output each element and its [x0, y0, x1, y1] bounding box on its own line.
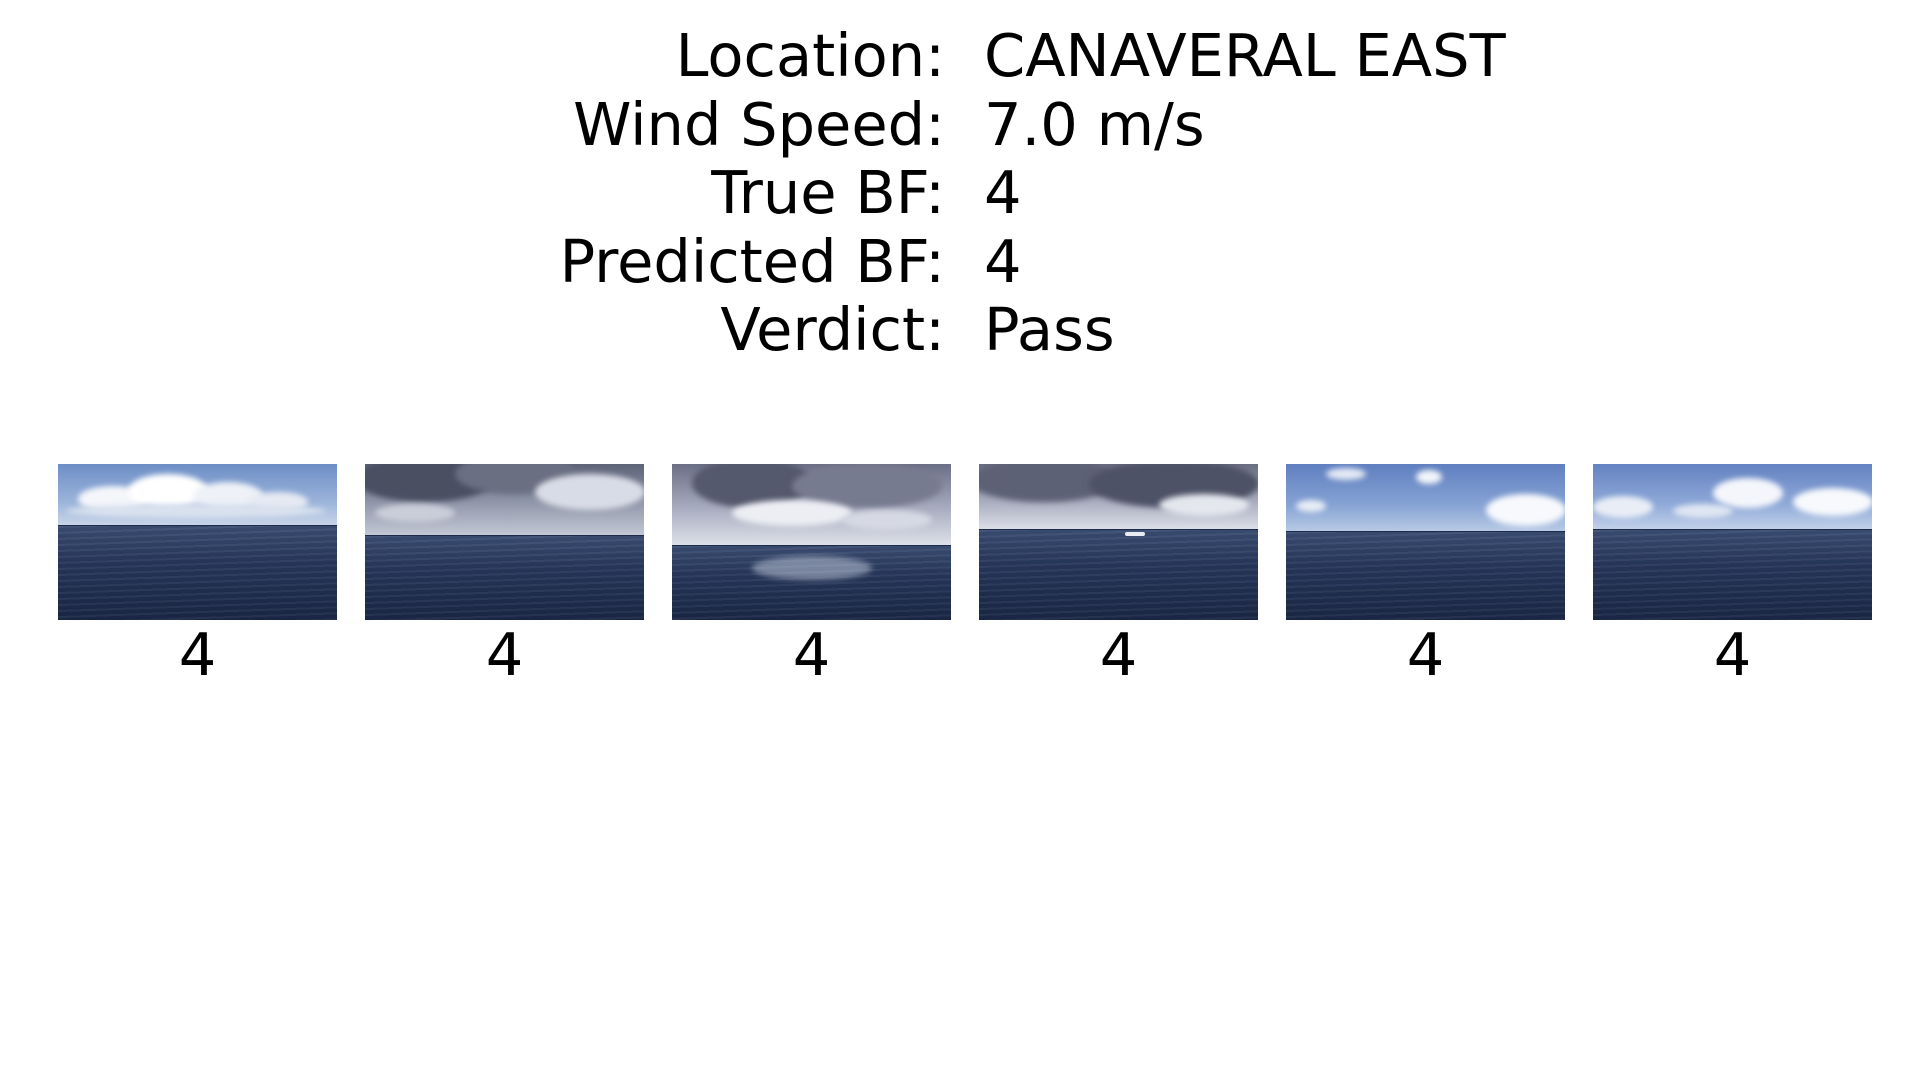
thumbnail-4-label: 4	[1099, 620, 1138, 689]
sea-photo-5	[1286, 464, 1565, 620]
thumbnail-2: 4	[365, 464, 644, 687]
sea-photo-4	[979, 464, 1258, 620]
location-value: CANAVERAL EAST	[984, 21, 1506, 90]
wind-speed-value: 7.0 m/s	[984, 89, 1205, 159]
info-row-wind-speed: Wind Speed: 7.0 m/s	[0, 89, 1920, 160]
info-row-verdict: Verdict: Pass	[0, 296, 1920, 365]
sea-photo-6	[1593, 464, 1872, 620]
verdict-label: Verdict:	[720, 295, 945, 364]
thumbnail-3: 4	[672, 464, 951, 687]
true-bf-value: 4	[984, 158, 1022, 227]
thumbnail-5: 4	[1286, 464, 1565, 687]
predicted-bf-value: 4	[984, 226, 1022, 296]
sea-photo-3	[672, 464, 951, 620]
info-panel: Location: CANAVERAL EAST Wind Speed: 7.0…	[0, 22, 1920, 365]
info-row-predicted-bf: Predicted BF: 4	[0, 226, 1920, 297]
thumbnail-4: 4	[979, 464, 1258, 687]
predicted-bf-label: Predicted BF:	[559, 226, 945, 296]
thumbnail-1: 4	[58, 464, 337, 687]
wind-speed-label: Wind Speed:	[573, 89, 945, 159]
thumbnail-6-label: 4	[1713, 620, 1752, 689]
verdict-value: Pass	[984, 295, 1115, 364]
thumbnail-1-label: 4	[178, 620, 217, 689]
true-bf-label: True BF:	[711, 158, 945, 227]
thumbnail-2-label: 4	[485, 620, 524, 689]
info-row-true-bf: True BF: 4	[0, 159, 1920, 228]
sea-photo-2	[365, 464, 644, 620]
thumbnail-5-label: 4	[1406, 620, 1445, 689]
sea-photo-1	[58, 464, 337, 620]
location-label: Location:	[675, 21, 945, 90]
info-row-location: Location: CANAVERAL EAST	[0, 22, 1920, 91]
thumbnail-6: 4	[1593, 464, 1872, 687]
thumbnail-3-label: 4	[792, 620, 831, 689]
